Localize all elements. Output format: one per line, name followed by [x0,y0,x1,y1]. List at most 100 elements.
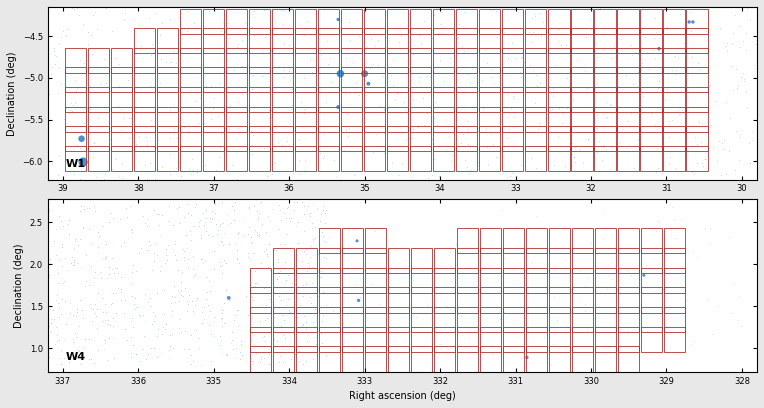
Point [44,306,56,312]
Point [216,270,228,276]
Point [159,260,171,267]
Point [205,83,217,89]
Bar [365,287,386,313]
Point [434,21,446,27]
Point [225,203,238,209]
Point [189,327,202,333]
Point [206,233,219,239]
Bar [387,87,409,112]
Point [123,115,135,121]
Point [332,16,345,23]
Point [485,73,497,80]
Point [55,310,67,317]
Point [198,316,210,323]
Point [747,127,759,134]
Point [245,128,257,134]
Point [251,231,264,238]
Point [413,70,426,77]
Point [278,8,290,14]
Point [156,330,168,337]
Point [565,164,578,170]
Point [608,42,620,49]
Point [714,171,727,178]
Bar [663,9,685,33]
Bar [433,28,455,53]
Bar [526,48,546,73]
Point [153,222,165,228]
Point [141,142,154,148]
Point [585,26,597,33]
Point [573,298,585,305]
Bar [88,146,109,171]
Point [433,173,445,180]
Point [757,173,764,180]
Point [341,2,353,8]
Point [63,231,75,237]
Point [74,236,86,242]
Point [448,129,461,136]
Point [145,117,157,124]
Point [283,67,295,74]
Point [694,65,706,72]
Bar [134,146,155,171]
Point [675,88,687,95]
Point [371,37,384,44]
Point [506,40,518,47]
Point [339,90,351,97]
Point [353,91,365,98]
Point [322,179,335,185]
Point [320,99,332,105]
Point [315,268,327,275]
Point [87,140,99,146]
Point [288,198,300,205]
Point [84,106,96,113]
Point [248,249,260,256]
Point [245,240,257,246]
Point [231,254,243,261]
Point [704,226,716,232]
Point [555,42,568,48]
Point [48,238,60,244]
Point [652,144,664,151]
Bar [433,48,455,73]
Point [581,328,594,334]
Point [261,315,273,321]
Point [342,132,354,139]
Bar [365,228,386,253]
Bar [456,67,478,93]
Point [205,218,217,225]
Point [168,125,180,131]
Point [504,172,516,179]
Point [219,69,231,75]
Point [591,125,603,132]
Point [70,77,82,83]
Bar [571,106,593,132]
Point [111,265,123,272]
Point [516,53,528,60]
Point [68,6,80,12]
Point [90,313,102,319]
Point [267,247,280,253]
Point [493,179,505,185]
Point [242,312,254,318]
Point [455,313,467,319]
Point [138,333,151,339]
Bar [226,67,248,93]
Bar [387,106,409,132]
Point [332,104,345,110]
Point [147,258,160,265]
Point [390,97,402,103]
Point [750,146,762,152]
Point [487,0,500,7]
Point [193,219,205,225]
Point [126,229,138,235]
Point [166,330,178,337]
Point [182,209,194,216]
Point [102,275,114,282]
Bar [318,87,339,112]
Point [342,18,354,25]
Point [355,302,367,308]
Point [215,315,228,322]
Point [585,329,597,335]
Point [680,44,692,51]
